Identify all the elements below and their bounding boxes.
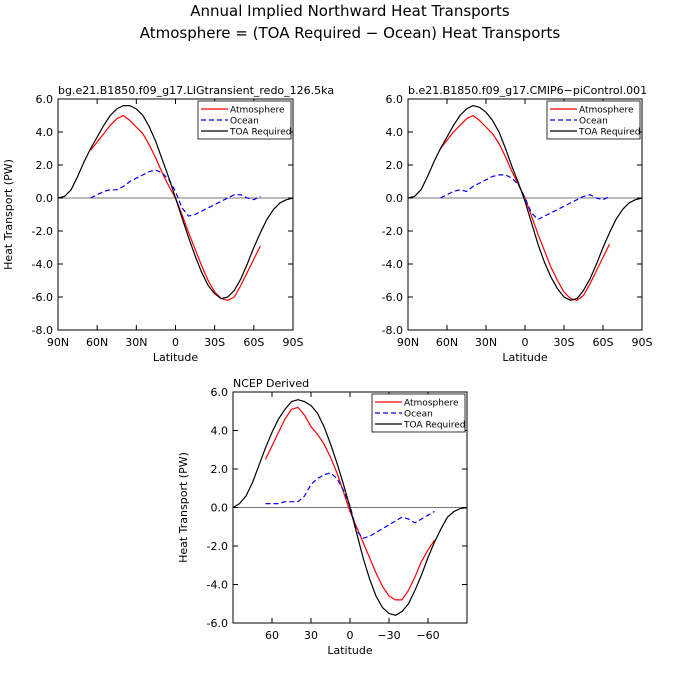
- legend-label: Ocean: [230, 117, 259, 127]
- y-tick-label: -2.0: [207, 540, 228, 553]
- y-tick-label: 0.0: [386, 192, 404, 205]
- y-tick-label: -2.0: [382, 225, 403, 238]
- y-tick-label: 0.0: [36, 192, 54, 205]
- x-tick-label: 0: [347, 629, 354, 642]
- figure-title-line2: Atmosphere = (TOA Required − Ocean) Heat…: [140, 24, 561, 42]
- x-tick-label: 60N: [436, 336, 458, 349]
- y-tick-label: 4.0: [211, 425, 229, 438]
- y-tick-label: -4.0: [207, 579, 228, 592]
- y-tick-label: 4.0: [386, 126, 404, 139]
- y-tick-label: 6.0: [36, 93, 54, 106]
- chart-title: bg.e21.B1850.f09_g17.LIGtransient_redo_1…: [58, 84, 334, 97]
- x-tick-label: 60S: [243, 336, 264, 349]
- x-tick-label: 60: [265, 629, 279, 642]
- y-axis-label: Heat Transport (PW): [2, 159, 15, 270]
- legend-label: Atmosphere: [230, 106, 285, 116]
- y-tick-label: -4.0: [32, 258, 53, 271]
- series-line-toa-required: [407, 105, 643, 301]
- legend-label: Atmosphere: [404, 399, 459, 409]
- x-tick-label: 30S: [204, 336, 225, 349]
- x-tick-label: 60N: [86, 336, 108, 349]
- x-tick-label: 30S: [554, 336, 575, 349]
- y-tick-label: -2.0: [32, 225, 53, 238]
- x-tick-label: 30N: [125, 336, 147, 349]
- legend-label: TOA Required: [229, 128, 292, 138]
- series-line-toa-required: [232, 399, 468, 616]
- y-tick-label: 6.0: [386, 93, 404, 106]
- x-axis-label: Latitude: [502, 351, 548, 364]
- x-tick-label: 90S: [283, 336, 304, 349]
- series-line-toa-required: [57, 105, 294, 300]
- y-tick-label: -8.0: [32, 324, 53, 337]
- y-tick-label: -6.0: [32, 291, 53, 304]
- x-tick-label: −30: [377, 629, 400, 642]
- series-line-ocean: [440, 174, 610, 220]
- series-line-atmosphere: [264, 406, 435, 601]
- y-tick-label: 2.0: [386, 159, 404, 172]
- x-tick-label: 90N: [47, 336, 69, 349]
- chart-title: b.e21.B1850.f09_g17.CMIP6−piControl.001: [408, 84, 647, 97]
- y-tick-label: 0.0: [211, 502, 229, 515]
- y-tick-label: -6.0: [382, 291, 403, 304]
- y-axis-label: Heat Transport (PW): [177, 452, 190, 563]
- series-line-atmosphere: [440, 114, 611, 301]
- x-axis-label: Latitude: [327, 644, 373, 657]
- y-tick-label: 4.0: [36, 126, 54, 139]
- legend-label: Ocean: [404, 410, 433, 420]
- legend-label: Atmosphere: [579, 106, 634, 116]
- y-tick-label: 2.0: [211, 463, 229, 476]
- y-tick-label: -4.0: [382, 258, 403, 271]
- y-tick-label: -6.0: [207, 617, 228, 630]
- legend-label: Ocean: [579, 117, 608, 127]
- x-axis-label: Latitude: [153, 351, 199, 364]
- series-line-ocean: [90, 169, 261, 217]
- figure-title-line1: Annual Implied Northward Heat Transports: [190, 2, 510, 20]
- x-tick-label: 30N: [475, 336, 497, 349]
- y-tick-label: 6.0: [211, 386, 229, 399]
- x-tick-label: 90N: [397, 336, 419, 349]
- x-tick-label: 0: [172, 336, 179, 349]
- x-tick-label: 90S: [632, 336, 653, 349]
- x-tick-label: 0: [522, 336, 529, 349]
- x-tick-label: 30: [304, 629, 318, 642]
- legend-label: TOA Required: [403, 421, 466, 431]
- legend-label: TOA Required: [578, 128, 641, 138]
- y-tick-label: -8.0: [382, 324, 403, 337]
- y-tick-label: 2.0: [36, 159, 54, 172]
- x-tick-label: −60: [416, 629, 439, 642]
- x-tick-label: 60S: [593, 336, 614, 349]
- chart-title: NCEP Derived: [233, 377, 309, 390]
- panel-ncep-derived: 6.0 4.0 2.0 0.0 -2.0 -4.0 -6.0 60 30 0 −30 −60 NCEP …: [177, 377, 468, 657]
